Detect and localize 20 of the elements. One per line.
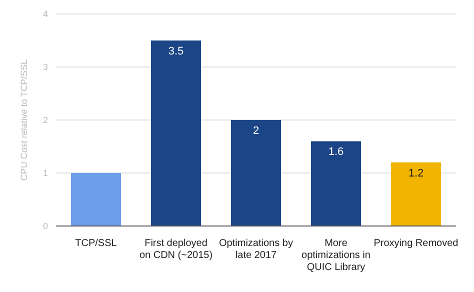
x-tick-label: More optimizations in QUIC Library (302, 238, 370, 273)
y-tick-label: 3 (42, 62, 48, 72)
data-label: 1.6 (328, 146, 344, 158)
y-tick-label: 2 (42, 115, 48, 126)
bar (231, 120, 281, 226)
y-tick-label: 0 (42, 221, 48, 232)
bar (391, 162, 441, 226)
data-label: 1.2 (408, 167, 424, 180)
bar (71, 173, 121, 226)
y-tick-label: 1 (42, 168, 48, 178)
x-tick-label: Proxying Removed (374, 238, 458, 249)
data-label: 2 (252, 125, 260, 137)
x-tick-label: First deployed on CDN (~2015) (139, 238, 213, 261)
data-label: 3.5 (168, 46, 184, 58)
x-tick-label: TCP/SSL (75, 238, 118, 249)
bar (311, 141, 361, 226)
bar (151, 40, 201, 226)
y-tick-label: 4 (42, 9, 48, 20)
x-tick-label: Optimizations by late 2017 (219, 238, 293, 261)
y-axis-title: CPU Cost relative to TCP/SSL (19, 59, 30, 181)
